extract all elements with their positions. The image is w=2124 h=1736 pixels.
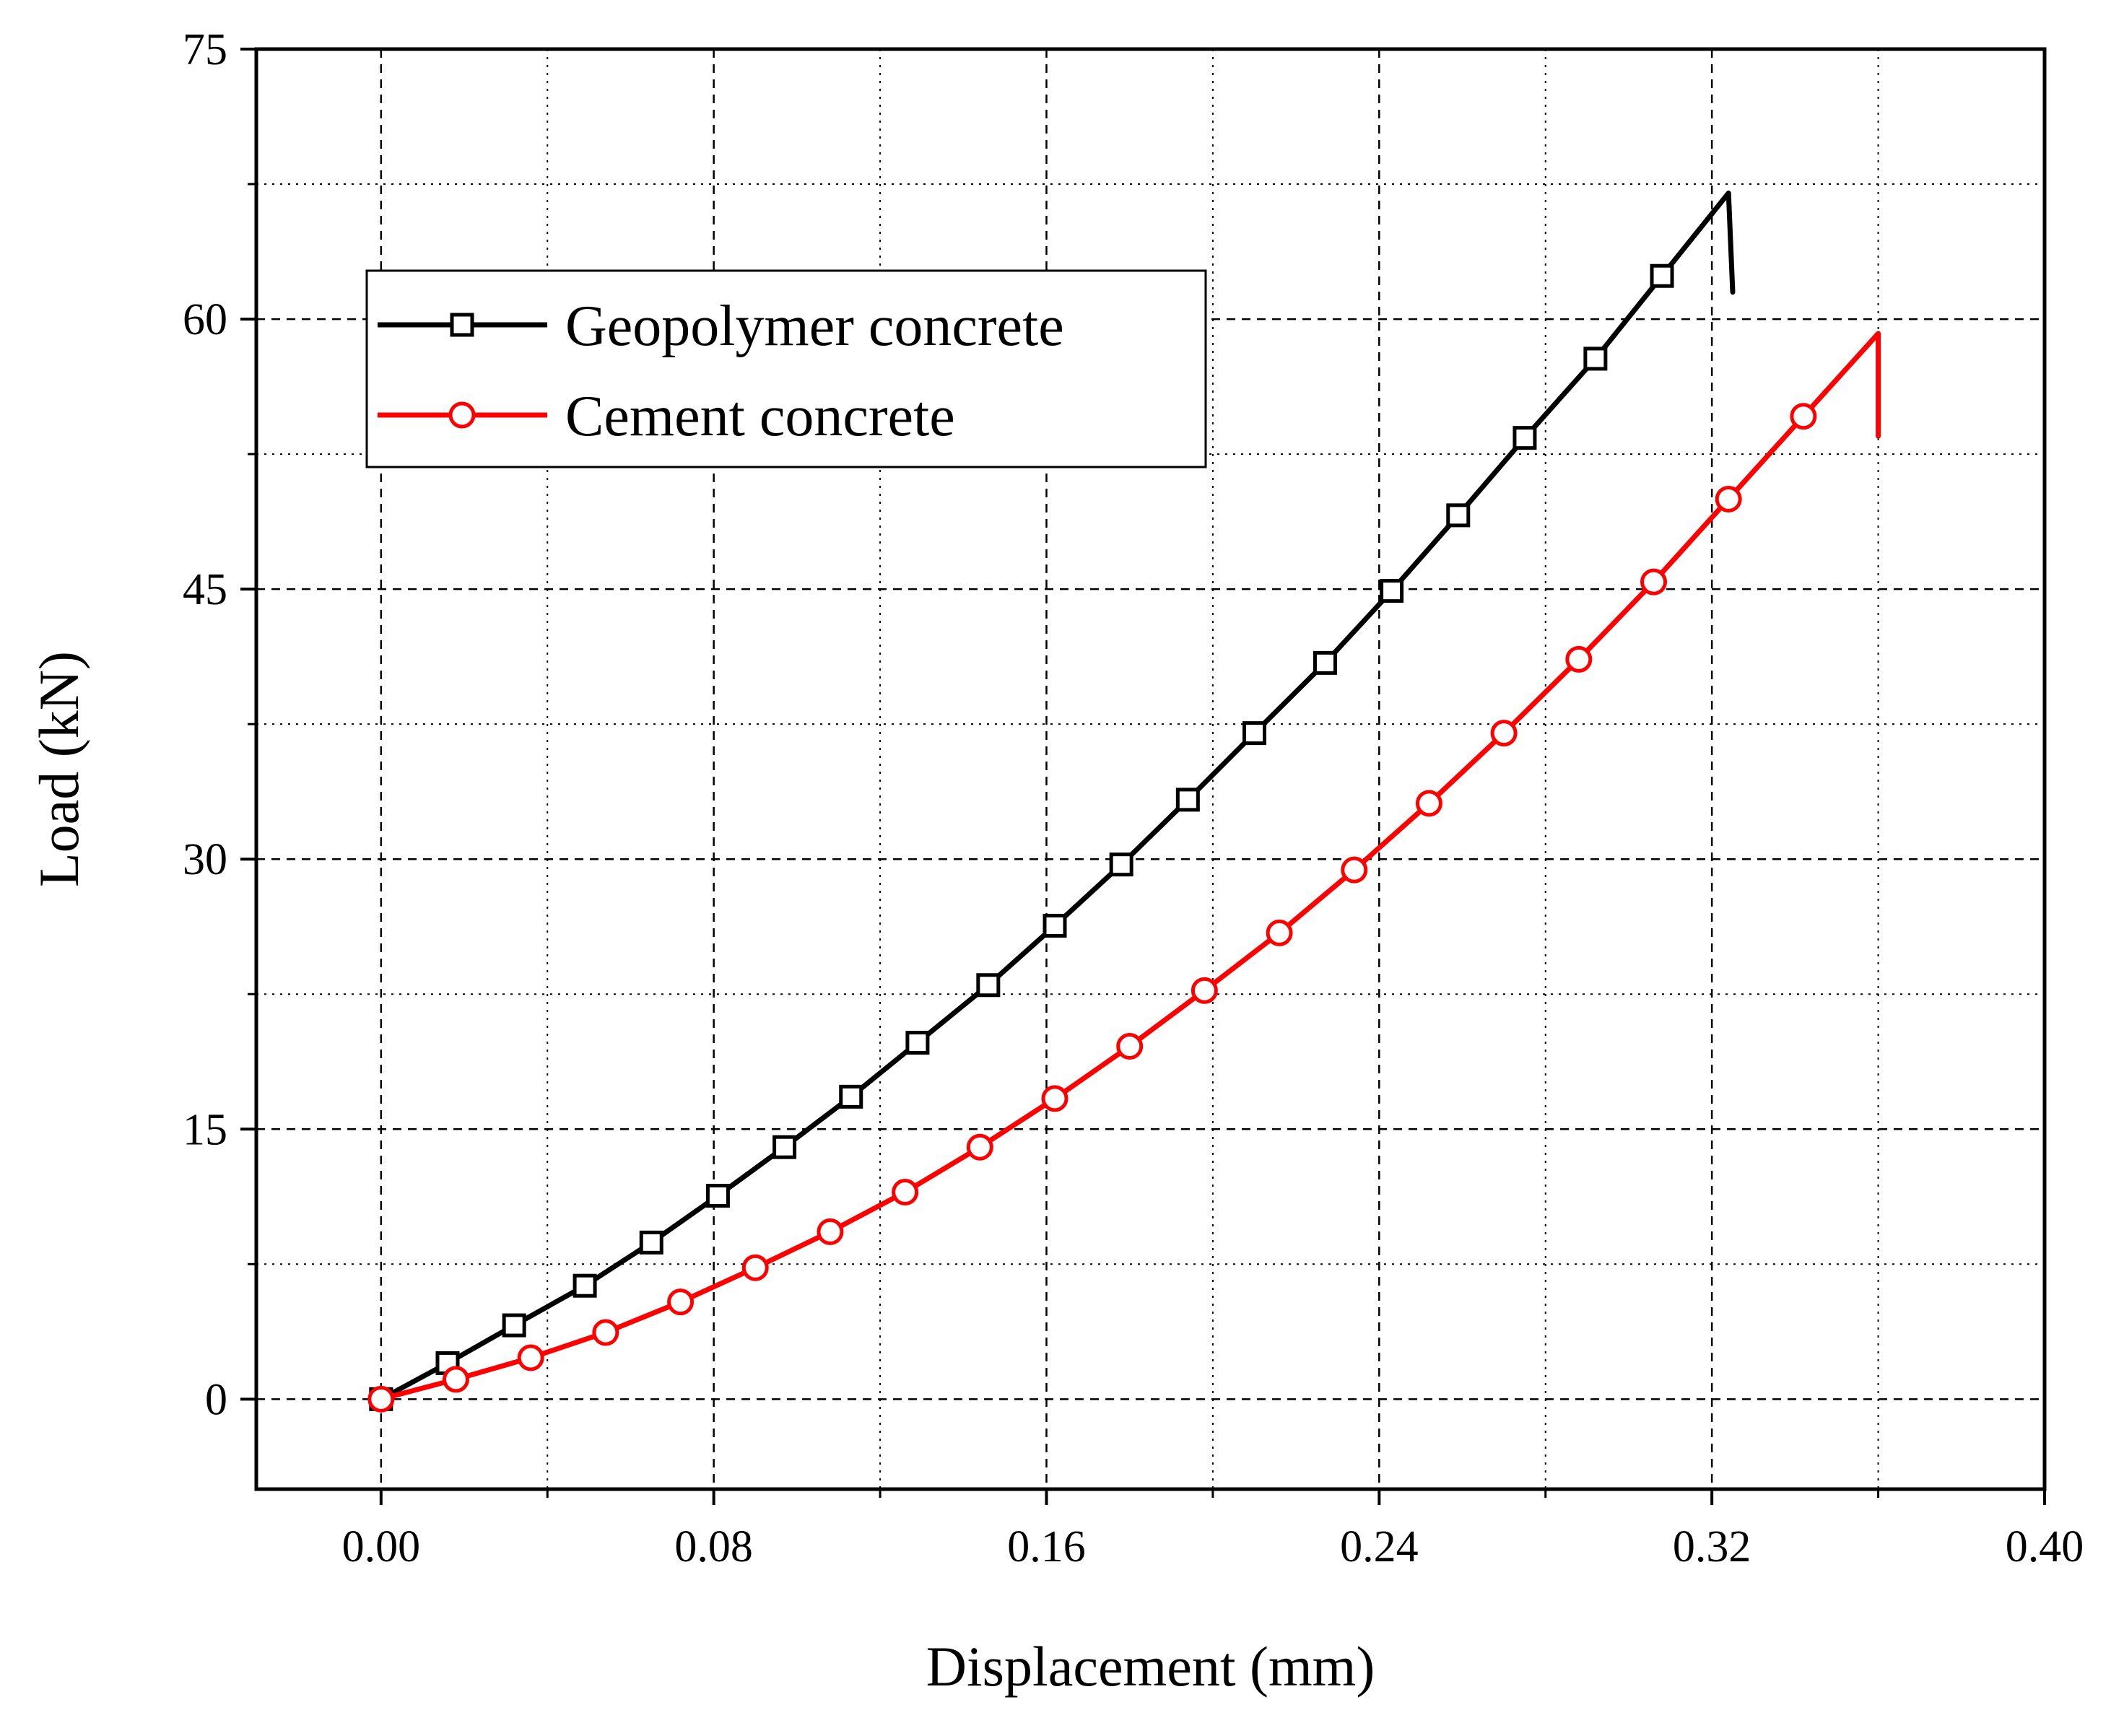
data-point-marker xyxy=(1116,1033,1144,1060)
plot-frame xyxy=(254,47,2047,1491)
y-tick-label: 0 xyxy=(205,1375,227,1424)
data-point-marker xyxy=(592,1319,619,1346)
legend: Geopolymer concrete Cement concrete xyxy=(365,269,1207,468)
series-line-2 xyxy=(378,331,1881,1402)
data-point-marker xyxy=(1715,485,1742,512)
data-point-marker xyxy=(1583,346,1608,371)
data-point-marker xyxy=(905,1031,930,1055)
data-point-marker xyxy=(1266,919,1293,946)
data-point-marker xyxy=(1640,568,1668,596)
legend-label: Geopolymer concrete xyxy=(565,295,1064,358)
grid-lines xyxy=(256,49,2045,1489)
data-point-marker xyxy=(966,1133,993,1161)
data-point-marker xyxy=(1313,650,1337,675)
data-point-marker xyxy=(976,973,1001,998)
series-line-1 xyxy=(378,191,1736,1402)
data-point-marker xyxy=(1490,720,1518,747)
data-point-marker xyxy=(1341,856,1368,884)
data-point-marker xyxy=(502,1313,526,1338)
data-point-marker xyxy=(1242,721,1267,746)
data-point-marker xyxy=(448,401,476,429)
data-point-marker xyxy=(1650,263,1674,288)
data-point-marker xyxy=(1043,913,1067,938)
x-tick-label: 0.00 xyxy=(342,1522,421,1571)
data-point-marker xyxy=(1175,788,1200,812)
legend-entry: Cement concrete xyxy=(378,385,955,448)
data-point-marker xyxy=(1041,1085,1068,1112)
data-point-marker xyxy=(1380,579,1404,603)
data-point-marker xyxy=(705,1184,730,1208)
legend-label: Cement concrete xyxy=(565,385,955,448)
data-point-marker xyxy=(667,1288,695,1316)
x-tick-label: 0.32 xyxy=(1673,1522,1751,1571)
data-point-marker xyxy=(1109,852,1133,877)
data-point-marker xyxy=(517,1344,544,1371)
data-point-marker xyxy=(1565,645,1593,673)
data-point-marker xyxy=(450,313,474,337)
x-tick-label: 0.24 xyxy=(1340,1522,1419,1571)
axis-ticks xyxy=(240,48,2046,1505)
data-point-marker xyxy=(443,1366,470,1393)
y-tick-label: 75 xyxy=(183,25,227,74)
data-point-marker xyxy=(772,1135,797,1159)
data-point-marker xyxy=(892,1179,919,1206)
x-tick-label: 0.08 xyxy=(674,1522,753,1571)
data-point-marker xyxy=(1415,790,1442,817)
data-point-marker xyxy=(741,1254,769,1281)
data-point-marker xyxy=(1191,977,1218,1004)
y-tick-label: 45 xyxy=(183,565,227,614)
data-point-marker xyxy=(1513,426,1537,450)
series-lines xyxy=(378,191,1881,1402)
x-tick-label: 0.16 xyxy=(1007,1522,1086,1571)
y-tick-label: 60 xyxy=(183,295,227,344)
data-point-marker xyxy=(639,1230,663,1255)
legend-box xyxy=(365,269,1207,468)
x-axis-label: Displacement (mm) xyxy=(926,1635,1375,1698)
tick-labels: 0.00 0.08 0.16 0.24 0.32 0.40 0 15 30 45 60 75 xyxy=(183,25,2084,1571)
y-axis-label: Load (kN) xyxy=(27,651,90,887)
y-tick-label: 30 xyxy=(183,835,227,884)
data-point-marker xyxy=(367,1385,395,1413)
data-point-marker xyxy=(1446,503,1471,528)
data-point-marker xyxy=(573,1273,597,1298)
data-point-marker xyxy=(839,1084,863,1109)
data-point-marker xyxy=(817,1218,844,1245)
y-tick-label: 15 xyxy=(183,1105,227,1154)
data-point-marker xyxy=(1790,403,1817,430)
x-tick-label: 0.40 xyxy=(2006,1522,2084,1571)
legend-entry: Geopolymer concrete xyxy=(378,295,1064,358)
series-markers xyxy=(367,263,1817,1413)
